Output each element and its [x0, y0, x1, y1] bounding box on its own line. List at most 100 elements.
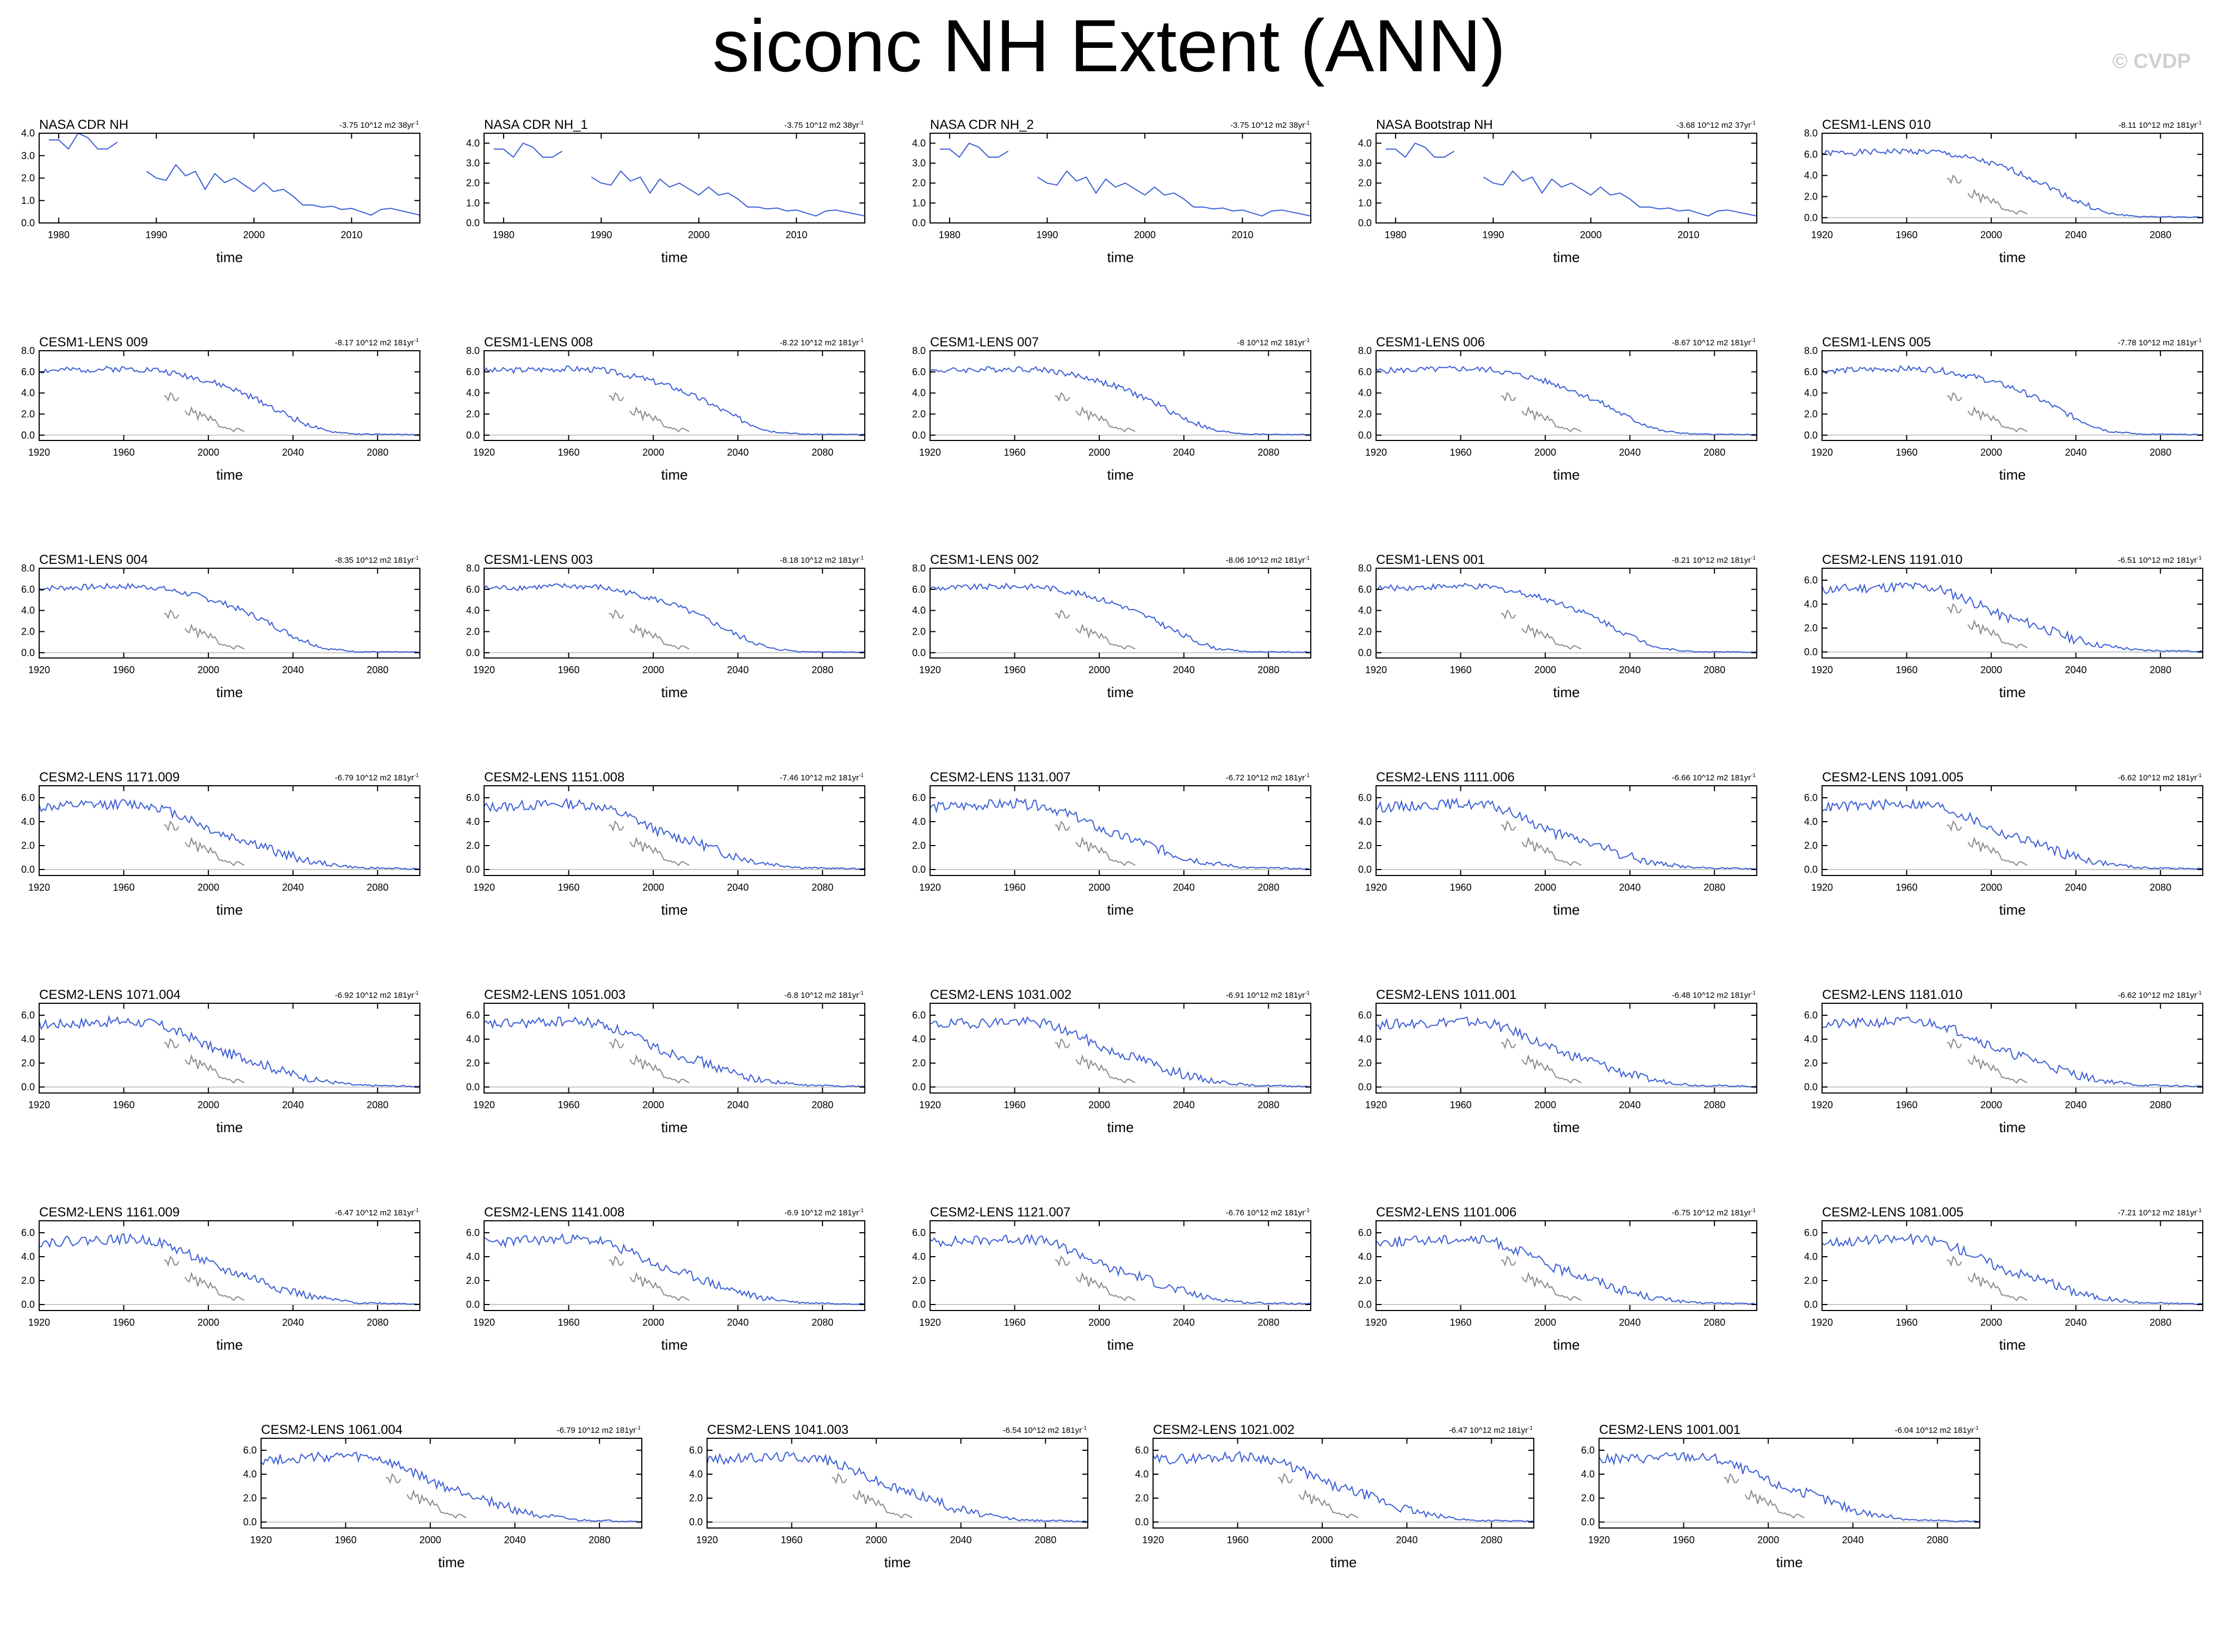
y-tick-label: 2.0 — [1358, 1058, 1372, 1069]
y-tick-label: 2.0 — [1804, 1275, 1818, 1286]
panel-trend: -8.22 10^12 m2 181yr-1 — [780, 338, 864, 347]
panel-trend: -6.47 10^12 m2 181yr-1 — [335, 1208, 419, 1218]
y-tick-label: 4.0 — [1358, 816, 1372, 827]
panel-svg: CESM2-LENS 1111.006 -6.66 10^12 m2 181yr-… — [1358, 770, 1757, 918]
trend-exponent: -1 — [1305, 1208, 1310, 1214]
panel-title: CESM1-LENS 007 — [930, 335, 1039, 350]
x-tick-label: 2000 — [1134, 229, 1156, 240]
trend-exponent: -1 — [859, 120, 864, 126]
x-axis-label: time — [1999, 1119, 2025, 1135]
panel-svg: CESM2-LENS 1081.005 -7.21 10^12 m2 181yr-… — [1804, 1205, 2203, 1353]
y-tick-label: 6.0 — [466, 792, 480, 803]
x-tick-label: 1920 — [1811, 1100, 1833, 1110]
panel-trend: -8.17 10^12 m2 181yr-1 — [335, 338, 419, 347]
x-axis-label: time — [661, 1337, 687, 1353]
observation-overlay-line — [609, 1038, 690, 1084]
x-axis-label: time — [1330, 1554, 1356, 1570]
x-tick-label: 1980 — [493, 229, 515, 240]
panel-svg: CESM2-LENS 1021.002 -6.47 10^12 m2 181yr-… — [1135, 1423, 1534, 1570]
panel-trend: -7.46 10^12 m2 181yr-1 — [780, 773, 864, 782]
panel-svg: CESM1-LENS 002 -8.06 10^12 m2 181yr-1 0.0 2… — [912, 552, 1311, 700]
y-tick-label: 0.0 — [912, 1082, 926, 1092]
x-tick-label: 2000 — [642, 664, 664, 675]
x-tick-label: 1990 — [1036, 229, 1058, 240]
x-tick-label: 2000 — [197, 1317, 219, 1328]
model-line — [930, 582, 1311, 653]
chart-panel: CESM1-LENS 007 -8 10^12 m2 181yr-1 0.0 2.0 4… — [912, 334, 1365, 552]
x-tick-label: 1960 — [1896, 447, 1918, 458]
panel-title: CESM1-LENS 002 — [930, 552, 1039, 567]
x-tick-label: 2000 — [419, 1535, 441, 1545]
observation-overlay-line — [1947, 820, 2028, 866]
panel-trend: -6.04 10^12 m2 181yr-1 — [1895, 1425, 1979, 1435]
x-tick-label: 2040 — [2065, 1100, 2087, 1110]
chart-panel: CESM2-LENS 1031.002 -6.91 10^12 m2 181yr-… — [912, 987, 1365, 1204]
panel-svg: CESM2-LENS 1031.002 -6.91 10^12 m2 181yr-… — [912, 988, 1311, 1135]
x-tick-label: 2000 — [1534, 1100, 1556, 1110]
panel-trend: -3.75 10^12 m2 38yr-1 — [784, 120, 864, 130]
model-line — [1822, 581, 2203, 653]
panel-trend: -8.06 10^12 m2 181yr-1 — [1226, 555, 1310, 565]
chart-panel: CESM1-LENS 005 -7.78 10^12 m2 181yr-1 0.0 2… — [1804, 334, 2218, 552]
plot-frame — [1822, 568, 2203, 659]
x-tick-label: 2080 — [1257, 664, 1279, 675]
panel-title: CESM2-LENS 1101.006 — [1376, 1205, 1516, 1220]
x-tick-label: 1960 — [1450, 447, 1472, 458]
panel-title: CESM1-LENS 009 — [39, 335, 148, 350]
x-tick-label: 1960 — [1004, 447, 1026, 458]
y-tick-label: 2.0 — [1358, 408, 1372, 419]
y-tick-label: 0.0 — [21, 647, 35, 658]
y-tick-label: 3.0 — [1358, 158, 1372, 169]
plot-frame — [1376, 350, 1757, 441]
page-title: siconc NH Extent (ANN) — [712, 4, 1506, 87]
chart-panel: CESM2-LENS 1061.004 -6.79 10^12 m2 181yr-… — [243, 1422, 696, 1639]
y-tick-label: 4.0 — [912, 138, 926, 148]
y-tick-label: 4.0 — [912, 816, 926, 827]
x-tick-label: 1980 — [939, 229, 961, 240]
y-tick-label: 2.0 — [912, 1275, 926, 1286]
plot-frame — [1599, 1438, 1980, 1529]
observation-line — [1385, 142, 1757, 217]
x-tick-label: 2040 — [1619, 1100, 1641, 1110]
x-tick-label: 2080 — [811, 1317, 833, 1328]
x-tick-label: 1960 — [558, 664, 580, 675]
x-tick-label: 1920 — [919, 447, 941, 458]
trend-exponent: -1 — [1305, 555, 1310, 561]
trend-exponent: -1 — [1528, 1425, 1533, 1431]
x-tick-label: 2040 — [2065, 1317, 2087, 1328]
y-tick-label: 0.0 — [466, 218, 480, 228]
y-tick-label: 6.0 — [21, 792, 35, 803]
plot-frame — [1376, 133, 1757, 223]
x-axis-label: time — [1553, 467, 1579, 483]
y-tick-label: 6.0 — [1804, 149, 1818, 160]
trend-exponent: -1 — [2197, 120, 2202, 126]
plot-frame — [39, 785, 420, 876]
y-tick-label: 4.0 — [912, 388, 926, 399]
x-tick-label: 2010 — [1231, 229, 1253, 240]
y-tick-label: 6.0 — [912, 792, 926, 803]
y-tick-label: 6.0 — [1581, 1445, 1595, 1456]
x-tick-label: 2000 — [1088, 882, 1110, 893]
chart-panel: CESM2-LENS 1081.005 -7.21 10^12 m2 181yr-… — [1804, 1204, 2218, 1422]
observation-overlay-line — [1947, 1255, 2028, 1301]
y-tick-label: 6.0 — [912, 1010, 926, 1021]
y-tick-label: 4.0 — [1358, 1251, 1372, 1262]
x-axis-label: time — [1553, 1119, 1579, 1135]
x-tick-label: 1960 — [113, 1100, 135, 1110]
y-tick-label: 2.0 — [1804, 1058, 1818, 1069]
x-tick-label: 1990 — [1482, 229, 1504, 240]
panel-svg: CESM1-LENS 004 -8.35 10^12 m2 181yr-1 0.0 2… — [21, 552, 420, 700]
x-tick-label: 1920 — [1142, 1535, 1164, 1545]
observation-overlay-line — [1501, 609, 1582, 650]
plot-frame — [1153, 1438, 1534, 1529]
y-tick-label: 4.0 — [466, 1251, 480, 1262]
y-tick-label: 3.0 — [912, 158, 926, 169]
x-tick-label: 2080 — [367, 447, 388, 458]
trend-exponent: -1 — [1305, 773, 1310, 779]
panel-trend: -6.72 10^12 m2 181yr-1 — [1226, 773, 1310, 782]
panel-trend: -6.8 10^12 m2 181yr-1 — [784, 990, 864, 1000]
y-tick-label: 2.0 — [21, 1275, 35, 1286]
panel-title: CESM2-LENS 1011.001 — [1376, 988, 1516, 1002]
x-tick-label: 1980 — [48, 229, 70, 240]
panel-svg: CESM2-LENS 1151.008 -7.46 10^12 m2 181yr-… — [466, 770, 865, 918]
